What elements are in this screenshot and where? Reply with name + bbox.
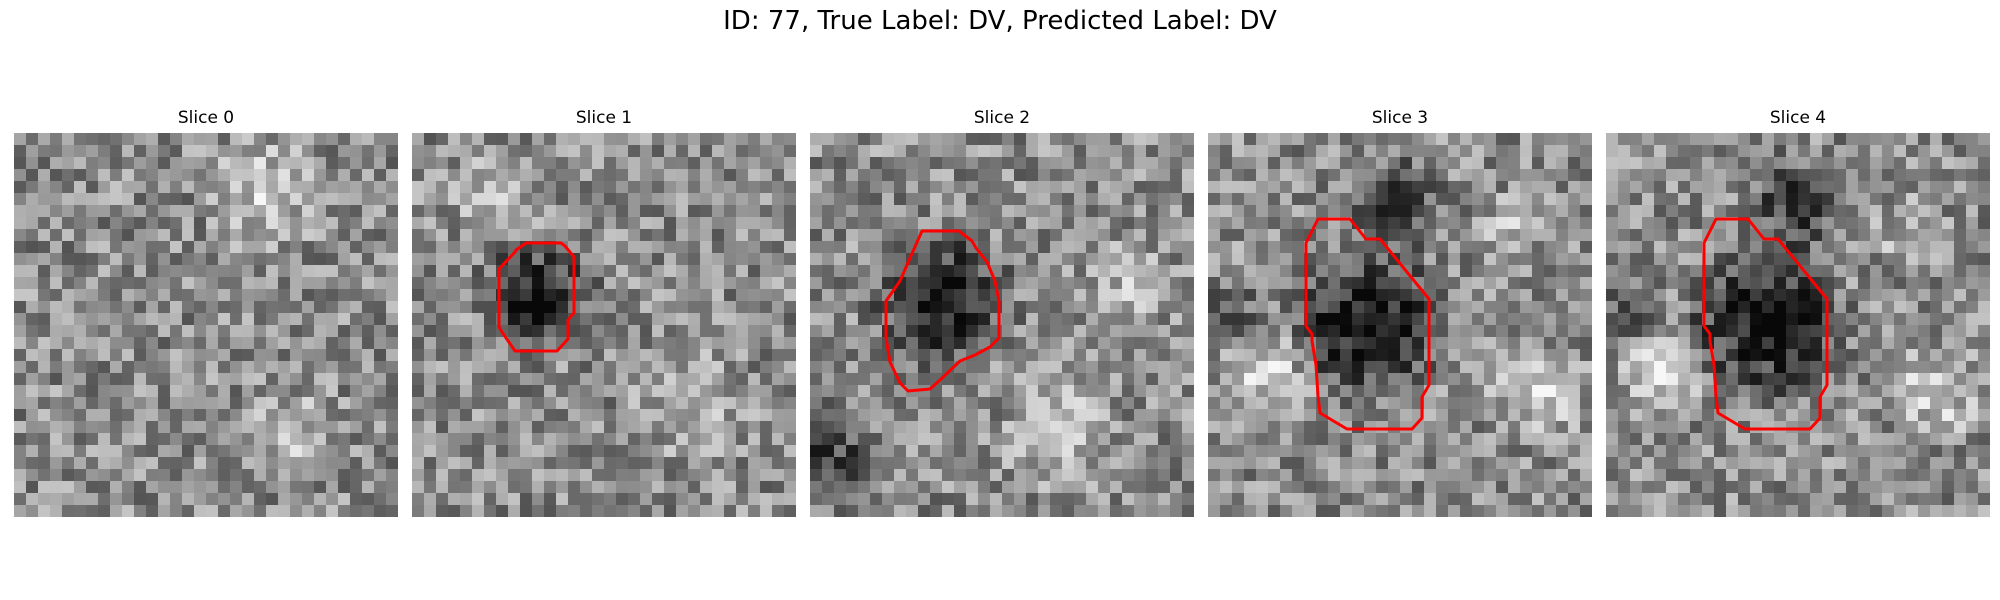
slice-title: Slice 1 — [575, 108, 633, 128]
figure-title: ID: 77, True Label: DV, Predicted Label:… — [723, 6, 1277, 36]
pixel-texture — [412, 133, 796, 517]
pixel-texture — [1606, 133, 1990, 517]
slice-title: Slice 4 — [1769, 108, 1827, 128]
pixel-texture — [14, 133, 398, 517]
slice-image — [1606, 133, 1990, 517]
pixel-texture — [810, 133, 1194, 517]
lesion-contour — [884, 229, 1001, 393]
lesion-contour — [1304, 217, 1431, 431]
pixel-texture — [1208, 133, 1592, 517]
lesion-contour — [497, 241, 576, 353]
slice-image — [1208, 133, 1592, 517]
slice-image — [14, 133, 398, 517]
slice-image — [810, 133, 1194, 517]
slice-title: Slice 0 — [177, 108, 235, 128]
slice-title: Slice 2 — [973, 108, 1031, 128]
slice-title: Slice 3 — [1371, 108, 1429, 128]
lesion-contour — [1702, 217, 1829, 431]
slice-image — [412, 133, 796, 517]
